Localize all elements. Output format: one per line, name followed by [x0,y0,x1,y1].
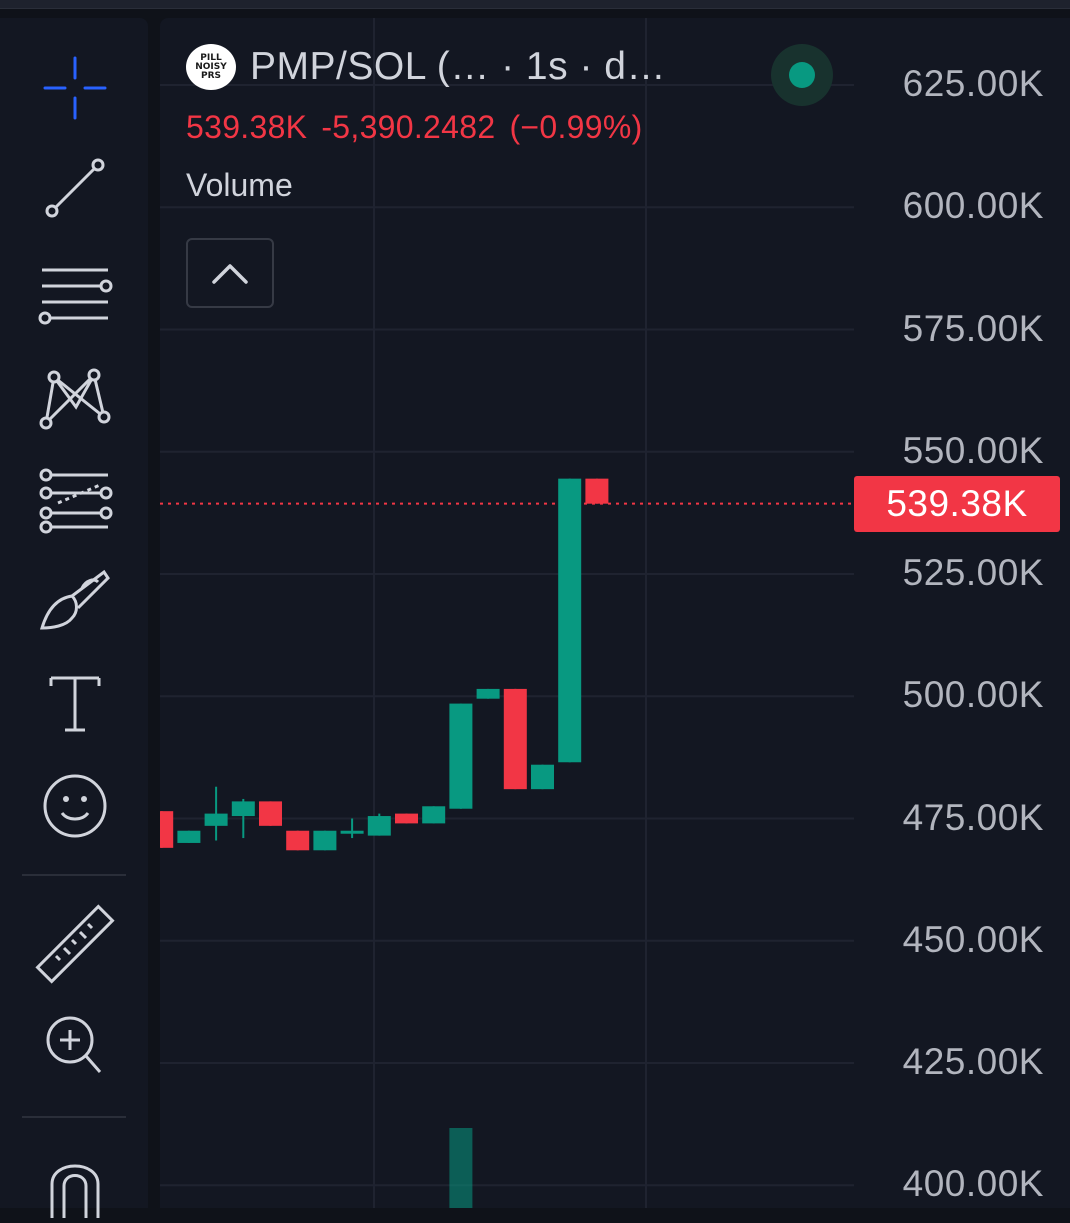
candle-down [259,801,282,826]
volume-bar [449,1128,473,1208]
collapse-legend-button[interactable] [186,238,274,308]
text-tool[interactable] [20,663,130,743]
candle-down [503,688,527,790]
magnet-icon [50,1164,100,1218]
status-dot-icon [789,62,815,88]
ruler-icon [35,904,115,984]
last-price-tag: 539.38K [854,475,1060,532]
candle-up [204,813,228,826]
drawing-toolbar [0,18,148,1218]
magnet-tool[interactable] [20,1143,130,1223]
price-change-row: 539.38K -5,390.2482 (−0.99%) [186,109,666,146]
zoom-in-tool[interactable] [20,1005,130,1085]
candle-up [313,830,337,851]
text-icon [49,676,101,732]
price-axis-label: 500.00K [902,674,1044,716]
prediction-tool[interactable] [20,458,130,538]
brush-tool[interactable] [20,563,130,643]
candle-up [476,688,500,699]
price-axis-label: 475.00K [902,796,1044,838]
brush-icon [39,569,110,630]
crosshair-icon [43,56,107,120]
candle-down [395,813,418,824]
candle-up [177,830,201,843]
candle-up [531,764,554,790]
price-axis-label: 525.00K [902,552,1044,593]
symbol-row[interactable]: PILL NOISY PRS PMP/SOL (… · 1s · d… [186,44,666,90]
fib-retracement-icon [38,268,113,325]
trend-line-tool[interactable] [20,148,130,228]
last-price-value: 539.38K [186,109,308,145]
emoji-icon [43,774,107,838]
symbol-title[interactable]: PMP/SOL (… · 1s · d… [250,45,666,88]
price-axis-label: 450.00K [902,918,1044,960]
market-status-indicator[interactable] [771,44,833,106]
chart-pane[interactable]: PILL NOISY PRS PMP/SOL (… · 1s · d… 539.38… [160,18,1070,1208]
toolbar-divider [22,874,126,876]
price-axis-label: 425.00K [902,1041,1044,1082]
candle-up [367,816,391,836]
chevron-up-icon [212,264,248,284]
prediction-icon [39,468,113,534]
candle-up [231,801,255,817]
price-axis-label: 550.00K [902,429,1044,471]
symbol-logo: PILL NOISY PRS [186,44,236,90]
pattern-tool[interactable] [20,358,130,438]
candlestick-chart[interactable] [160,18,1070,1208]
candle-up [449,703,473,809]
emoji-tool[interactable] [20,766,130,846]
top-bar [0,0,1070,9]
candle-up [558,478,582,763]
fib-retracement-tool[interactable] [20,253,130,333]
candle-up [422,806,446,824]
volume-indicator-label[interactable]: Volume [186,167,293,203]
price-axis-label: 625.00K [902,63,1044,104]
crosshair-tool[interactable] [20,48,130,128]
price-axis-label: 575.00K [902,307,1044,349]
candle-up [340,830,364,834]
price-axis-label: 400.00K [902,1163,1044,1205]
candle-down [585,478,609,504]
chart-legend: PILL NOISY PRS PMP/SOL (… · 1s · d… 539.38… [186,44,833,204]
ruler-tool[interactable] [20,903,130,984]
pattern-icon [39,368,111,430]
change-percent: (−0.99%) [509,109,643,145]
change-value: -5,390.2482 [321,109,496,145]
price-axis-label: 600.00K [902,185,1044,227]
toolbar-divider [22,1116,126,1118]
candle-down [160,811,174,848]
trend-line-icon [45,158,105,218]
candle-down [286,830,310,851]
zoom-in-icon [46,1016,102,1073]
